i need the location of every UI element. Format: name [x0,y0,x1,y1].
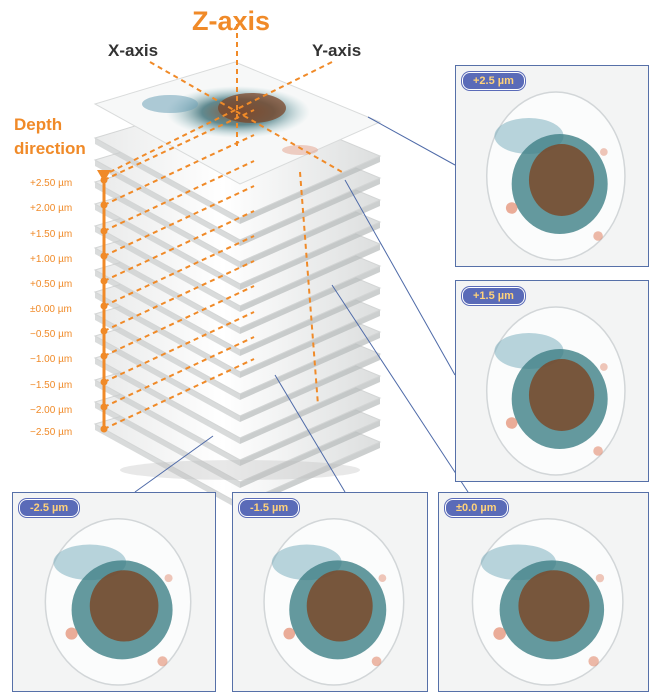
depth-tick-dot [100,201,108,209]
depth-tick-label: +1.50 µm [30,229,73,240]
cell-fragment [493,627,506,640]
depth-tick-label: +2.00 µm [30,203,73,214]
z-axis-title: Z-axis [192,6,271,36]
depth-tick-dot [100,352,108,360]
cell-fragment [505,417,518,429]
connector-plus-1-5 [344,179,456,376]
depth-tick-dot [100,227,108,235]
cell-fragment [157,656,168,667]
cell-fragment [588,656,599,667]
cell-image [471,517,624,686]
cell-fragment [65,627,78,640]
cell-fragment [600,363,608,371]
depth-title-line2: direction [14,139,86,158]
cell-fragment [378,574,387,583]
cell-image [44,517,192,686]
cell-fragment [164,574,173,583]
depth-guide-3 [103,185,255,257]
depth-tick-label: −0.50 µm [30,329,73,340]
cell-fragment [283,627,296,640]
slice-depth-badge: ±0.0 µm [445,499,508,517]
slice-depth-badge: -2.5 µm [19,499,80,517]
depth-guides [103,24,343,430]
depth-guide-9 [103,336,255,408]
depth-guide-5 [103,235,255,307]
depth-tick-label: +0.50 µm [30,279,73,290]
depth-tick-dot [100,403,108,411]
cell-image [485,306,626,476]
depth-guide-1 [103,134,255,206]
connector-minus-2-5 [134,435,214,493]
slice-depth-badge: +2.5 µm [462,72,525,90]
depth-direction-title: Depth direction [14,113,86,161]
slice-panel-plus-2-5: +2.5 µm [455,65,649,267]
depth-tick-dot [100,277,108,285]
depth-tick-label: −2.00 µm [30,405,73,416]
depth-tick-label: −1.50 µm [30,380,73,391]
depth-guide-6 [103,260,255,332]
depth-tick-dot [100,378,108,386]
depth-guide-4 [103,210,255,282]
depth-tick-dot [100,252,108,260]
depth-tick-dot [100,176,108,184]
cell-nucleus [306,570,373,642]
vertical-guide [299,171,319,406]
depth-tick-label: −1.00 µm [30,354,73,365]
depth-guide-0 [103,109,255,181]
slice-panel-plus-1-5: +1.5 µm [455,280,649,482]
cell-fragment [600,148,608,156]
cell-nucleus [528,359,595,431]
x-axis-guide [149,61,343,173]
depth-title-line1: Depth [14,115,63,134]
depth-tick-dot [100,425,108,433]
stack-shadow [120,460,360,480]
depth-tick-label: +2.50 µm [30,178,73,189]
cell-image [263,517,405,686]
slice-panel-zero: ±0.0 µm [438,492,649,692]
depth-arrow-icon [97,170,111,182]
depth-axis [97,170,111,433]
depth-guide-2 [103,160,255,232]
connector-zero [331,284,469,493]
depth-guide-10 [103,358,255,430]
cell-nucleus [528,144,595,216]
slice-panel-minus-2-5: -2.5 µm [12,492,216,692]
connector-minus-1-5 [274,374,346,493]
depth-tick-label: −2.50 µm [30,427,73,438]
cell-fragment [593,446,603,456]
slice-panel-minus-1-5: -1.5 µm [232,492,428,692]
cell-fragment [505,202,518,214]
depth-guide-7 [103,285,255,357]
cell-nucleus [89,570,159,642]
slice-depth-badge: +1.5 µm [462,287,525,305]
x-axis-title: X-axis [108,41,159,60]
cell-image [485,91,626,261]
y-axis-title: Y-axis [312,41,362,60]
connector-lines [134,116,469,493]
depth-tick-label: +1.00 µm [30,254,73,265]
connector-plus-2-5 [367,116,456,166]
cell-fragment [593,231,603,241]
depth-tick-dot [100,327,108,335]
depth-guide-8 [103,311,255,383]
cell-nucleus [518,570,590,642]
cell-fragment [595,573,605,583]
depth-tick-dot [100,302,108,310]
slice-depth-badge: -1.5 µm [239,499,300,517]
depth-tick-label: ±0.00 µm [30,304,72,315]
cell-fragment [371,656,382,667]
